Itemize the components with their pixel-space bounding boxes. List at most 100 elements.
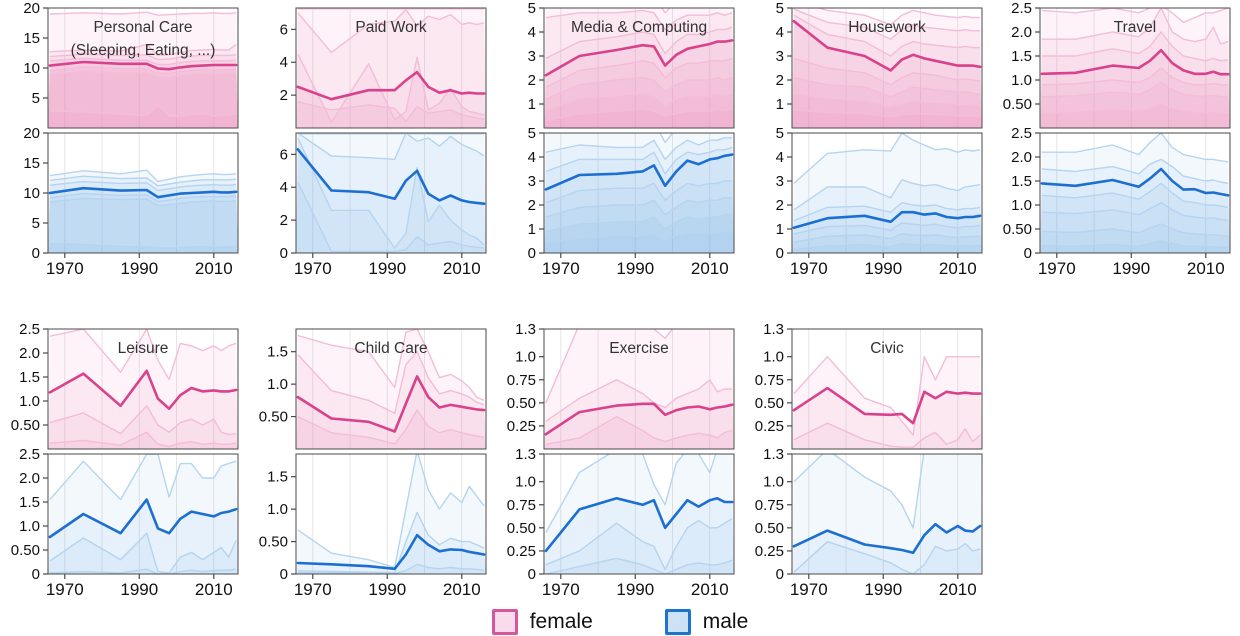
male-median-line — [792, 210, 982, 230]
y-tick-label: 1.3 — [515, 446, 536, 463]
male-chart-area — [792, 454, 982, 574]
y-tick-label: 0.50 — [11, 417, 40, 434]
panel-paid-work: 2 4 6 0 2 4 6 Paid Work 1970 1990 2010 — [248, 0, 496, 285]
x-tick-label: 2010 — [195, 259, 233, 278]
x-tick-label: 1970 — [790, 580, 828, 599]
band-fill — [544, 231, 734, 253]
band-line — [793, 356, 981, 436]
panel-title: Exercise — [609, 340, 668, 357]
band-fill — [1040, 104, 1230, 128]
panel-svg-personal-care: 5 10 15 20 0 5 10 15 20 Personal Care (Sleeping, E… — [23, 0, 239, 278]
y-tick-label: 2 — [528, 197, 536, 214]
band-line — [793, 57, 981, 86]
band-line — [793, 454, 975, 529]
band-fill — [792, 356, 982, 449]
band-line — [1041, 240, 1229, 248]
band-fill — [792, 110, 982, 128]
band-fill — [48, 105, 238, 128]
band-line — [49, 11, 237, 16]
y-tick-label: 1.0 — [19, 393, 40, 410]
band-line — [545, 197, 733, 218]
y-tick-label: 1.5 — [1011, 48, 1032, 65]
band-line — [297, 351, 485, 415]
band-line — [793, 201, 981, 222]
band-fill — [296, 54, 486, 128]
band-line — [545, 108, 733, 122]
female-chart-area — [544, 329, 734, 449]
y-tick-label: 1.0 — [515, 474, 536, 491]
y-tick-label: 10 — [23, 185, 40, 202]
panel-title: Travel — [1114, 19, 1157, 36]
y-tick-label: 1.3 — [763, 446, 784, 463]
y-tick-label: 0 — [32, 566, 40, 583]
band-fill — [544, 197, 734, 253]
y-tick-label: 0.25 — [507, 418, 536, 435]
y-tick-label: 0.50 — [755, 395, 784, 412]
legend-item-female: female — [491, 609, 593, 635]
x-tick-label: 1970 — [46, 259, 84, 278]
legend-label-female: female — [529, 610, 593, 633]
band-fill — [296, 133, 486, 253]
x-tick-label: 1990 — [120, 580, 158, 599]
band-fill — [792, 133, 982, 253]
male-chart-area — [544, 133, 734, 253]
band-line — [49, 329, 237, 381]
female-median-line — [544, 402, 734, 436]
y-tick-label: 0 — [776, 245, 784, 262]
band-line — [1041, 81, 1229, 98]
y-tick-label: 1.3 — [763, 321, 784, 338]
panel-title: Personal Care — [93, 19, 192, 36]
panel-svg-housework: 1 2 3 4 5 0 1 2 3 4 5 Housework 1970 1990 2010 — [776, 0, 983, 278]
female-median-line — [792, 19, 982, 72]
panel-svg-media-computing: 1 2 3 4 5 0 1 2 3 4 5 Media & Computing 1970 1990 2010 — [528, 0, 735, 278]
x-tick-label: 1970 — [294, 259, 332, 278]
y-tick-label: 3 — [776, 48, 784, 65]
panel-housework: 1 2 3 4 5 0 1 2 3 4 5 Housework 1970 1990 2010 — [744, 0, 992, 285]
band-line — [49, 66, 237, 75]
legend-label-male: male — [702, 610, 749, 633]
male-median-line — [48, 186, 238, 199]
band-fill — [48, 533, 238, 574]
y-tick-label: 0.50 — [259, 409, 288, 426]
y-tick-label: 5 — [776, 0, 784, 17]
male-chart-area — [48, 133, 238, 253]
band-line — [49, 532, 237, 574]
band-line — [545, 213, 733, 233]
plot-frame — [295, 132, 487, 254]
band-fill — [1040, 241, 1230, 253]
male-median-line — [296, 148, 486, 205]
x-tick-label: 1990 — [616, 580, 654, 599]
y-tick-label: 3 — [528, 48, 536, 65]
median-fill — [296, 376, 486, 449]
y-tick-label: 0.75 — [755, 372, 784, 389]
y-tick-label: 1.5 — [267, 344, 288, 361]
band-line — [793, 233, 981, 243]
y-tick-label: 20 — [23, 125, 40, 142]
band-fill — [544, 58, 734, 128]
female-chart-area — [1040, 8, 1230, 128]
y-tick-label: 1.5 — [19, 369, 40, 386]
band-line — [49, 568, 237, 574]
y-tick-label: 0.50 — [1003, 221, 1032, 238]
y-tick-label: 20 — [23, 0, 40, 17]
band-line — [545, 137, 733, 161]
male-median-line — [544, 153, 734, 191]
y-tick-label: 0 — [776, 566, 784, 583]
y-tick-label: 1.3 — [515, 321, 536, 338]
band-line — [793, 242, 981, 251]
panel-personal-care: 5 10 15 20 0 5 10 15 20 Personal Care (Sleeping, E… — [0, 0, 248, 285]
y-tick-label: 5 — [32, 90, 40, 107]
x-tick-label: 1970 — [1038, 259, 1076, 278]
y-tick-label: 0.50 — [1003, 96, 1032, 113]
band-fill — [296, 512, 486, 574]
band-fill — [296, 9, 486, 128]
y-tick-label: 1.0 — [267, 376, 288, 393]
y-tick-label: 2.5 — [19, 321, 40, 338]
female-median-line — [296, 375, 486, 433]
y-tick-label: 0.75 — [507, 497, 536, 514]
female-median-line — [792, 386, 982, 425]
band-fill — [792, 233, 982, 253]
y-tick-label: 4 — [528, 24, 536, 41]
male-chart-area — [48, 454, 238, 574]
plot-frame — [295, 453, 487, 575]
